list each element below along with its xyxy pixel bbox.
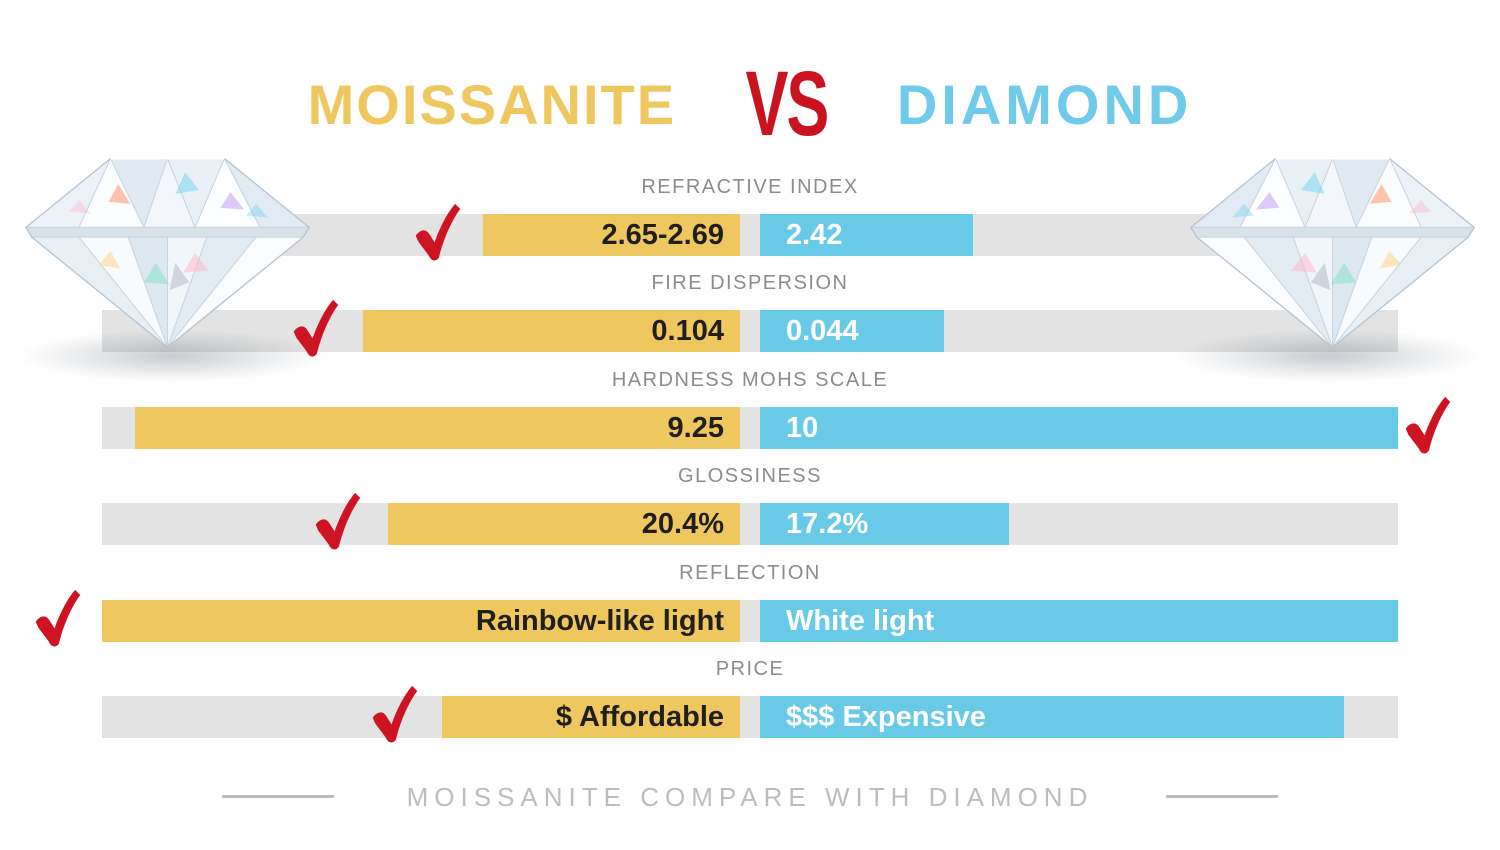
title: MOISSANITE VS DIAMOND [0, 53, 1500, 155]
winner-check-icon [292, 298, 340, 360]
row-label: PRICE [715, 658, 785, 680]
winner-check-icon [1404, 395, 1452, 457]
moissanite-value: $ Affordable [555, 700, 724, 733]
comparison-row: PRICE $ Affordable $$$ Expensive [0, 652, 1500, 748]
moissanite-value: 9.25 [667, 411, 724, 444]
row-label: FIRE DISPERSION [651, 272, 849, 294]
comparison-row: HARDNESS MOHS SCALE 9.25 10 [0, 363, 1500, 459]
row-label: GLOSSINESS [678, 465, 822, 487]
bar-track: Rainbow-like light White light [102, 600, 1398, 642]
caption-line-left [222, 795, 334, 798]
diamond-value: 17.2% [786, 507, 869, 540]
row-label: REFRACTIVE INDEX [641, 176, 859, 198]
diamond-bar: 2.42 [760, 214, 973, 256]
comparison-row: GLOSSINESS 20.4% 17.2% [0, 459, 1500, 555]
moissanite-bar: 20.4% [388, 503, 740, 545]
moissanite-bar: $ Affordable [442, 696, 740, 738]
title-diamond: DIAMOND [896, 72, 1193, 136]
row-label: HARDNESS MOHS SCALE [611, 369, 889, 391]
winner-check-icon [371, 684, 419, 746]
bar-track: 9.25 10 [102, 407, 1398, 449]
diamond-image-right [1185, 143, 1480, 355]
bar-track: 2.65-2.69 2.42 [102, 214, 1398, 256]
diamond-value: 0.044 [786, 314, 859, 347]
diamond-bar: 17.2% [760, 503, 1009, 545]
diamond-bar: White light [760, 600, 1398, 642]
moissanite-value: 20.4% [641, 507, 724, 540]
diamond-bar: 10 [760, 407, 1398, 449]
moissanite-value: 2.65-2.69 [601, 218, 724, 251]
diamond-bar: 0.044 [760, 310, 944, 352]
winner-check-icon [414, 202, 462, 264]
footer-caption: MOISSANITE COMPARE WITH DIAMOND [406, 782, 1094, 812]
diamond-gem-icon [25, 157, 310, 349]
diamond-value: White light [786, 604, 935, 637]
bar-track: $ Affordable $$$ Expensive [102, 696, 1398, 738]
title-vs: VS [745, 53, 830, 155]
caption-line-right [1166, 795, 1278, 798]
diamond-value: 10 [786, 411, 819, 444]
moissanite-value: 0.104 [651, 314, 724, 347]
moissanite-bar: 9.25 [135, 407, 740, 449]
winner-check-icon [34, 588, 82, 650]
moissanite-bar: Rainbow-like light [102, 600, 740, 642]
bar-track: 20.4% 17.2% [102, 503, 1398, 545]
moissanite-bar: 0.104 [363, 310, 740, 352]
bar-track: 0.104 0.044 [102, 310, 1398, 352]
diamond-bar: $$$ Expensive [760, 696, 1344, 738]
moissanite-bar: 2.65-2.69 [483, 214, 740, 256]
title-moissanite: MOISSANITE [307, 72, 677, 136]
diamond-image-left [20, 143, 315, 355]
winner-check-icon [314, 491, 362, 553]
comparison-row: FIRE DISPERSION 0.104 0.044 [0, 266, 1500, 362]
diamond-gem-icon [1190, 157, 1475, 349]
comparison-row: REFLECTION Rainbow-like light White ligh… [0, 556, 1500, 652]
row-label: REFLECTION [679, 562, 821, 584]
comparison-row: REFRACTIVE INDEX 2.65-2.69 2.42 [0, 170, 1500, 266]
diamond-value: $$$ Expensive [786, 700, 986, 733]
diamond-value: 2.42 [786, 218, 843, 251]
moissanite-value: Rainbow-like light [475, 604, 724, 637]
